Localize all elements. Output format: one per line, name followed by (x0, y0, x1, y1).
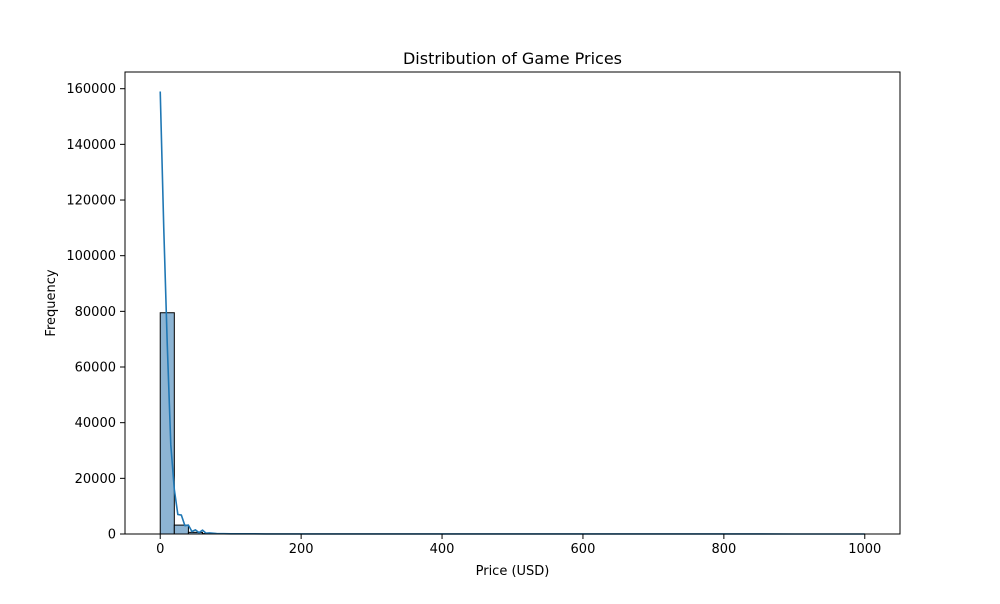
x-ticks-layer: 0 200 400 600 800 1000 (156, 534, 881, 557)
y-tick-label: 100000 (66, 249, 116, 264)
y-tick-label: 140000 (66, 138, 116, 153)
y-tick-label: 20000 (75, 472, 116, 487)
y-tick-label: 60000 (75, 361, 116, 376)
y-ticks-layer: 0 20000 40000 60000 80000 100000 120000 140000 1… (66, 82, 125, 542)
y-axis-title: Frequency (44, 269, 59, 336)
x-tick-label: 200 (289, 542, 314, 557)
y-tick-label: 80000 (75, 305, 116, 320)
plot-frame (125, 72, 900, 534)
chart-title: Distribution of Game Prices (403, 49, 622, 68)
kde-layer (160, 91, 865, 534)
kde-line (160, 91, 865, 534)
y-tick-label: 40000 (75, 416, 116, 431)
y-tick-label: 160000 (66, 82, 116, 97)
y-tick-label: 120000 (66, 194, 116, 209)
x-tick-label: 400 (430, 542, 455, 557)
x-tick-label: 0 (156, 542, 164, 557)
x-tick-label: 600 (571, 542, 596, 557)
bars-layer (160, 313, 315, 534)
x-tick-label: 1000 (848, 542, 881, 557)
histogram-bar (174, 525, 188, 534)
y-tick-label: 0 (108, 528, 116, 543)
x-tick-label: 800 (711, 542, 736, 557)
x-axis-title: Price (USD) (476, 564, 550, 579)
